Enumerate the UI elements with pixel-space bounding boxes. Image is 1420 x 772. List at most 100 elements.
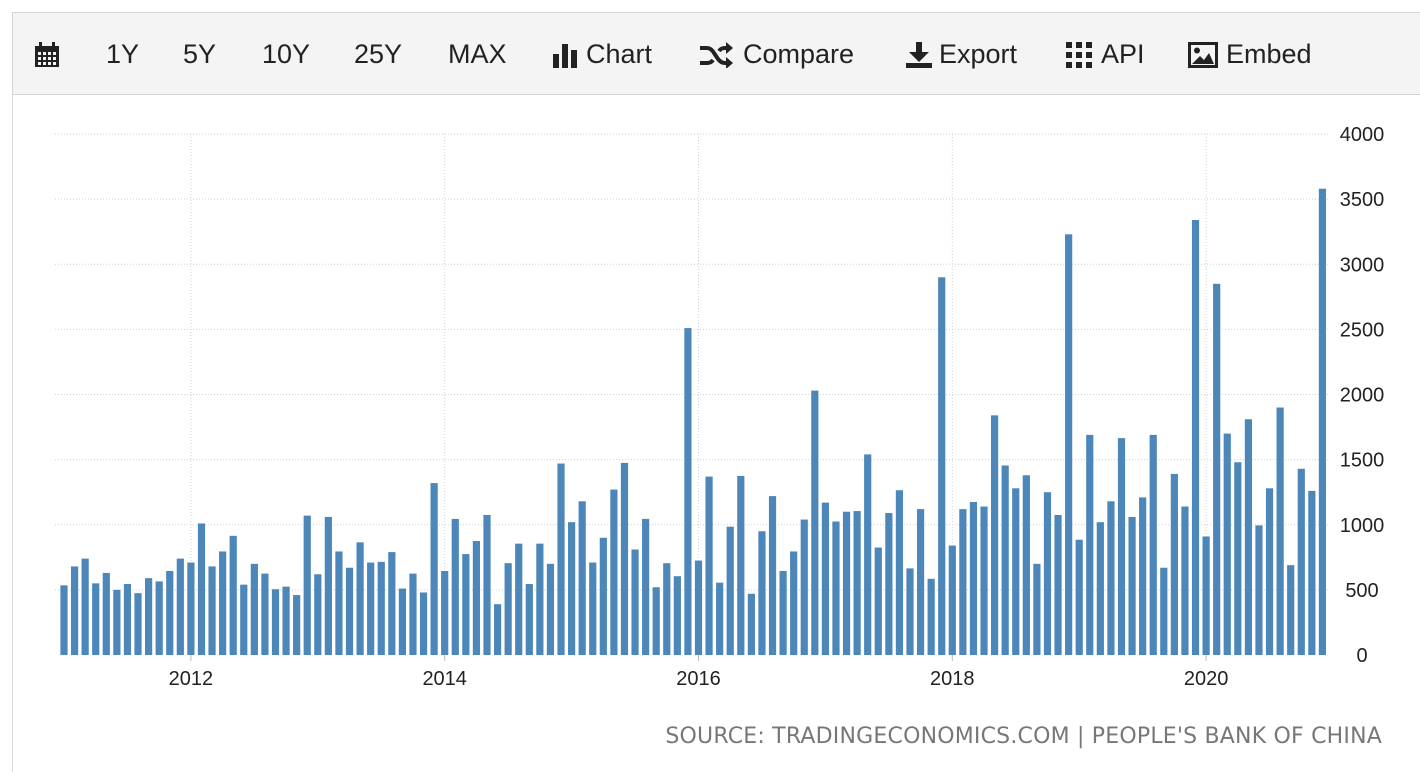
- bar[interactable]: [694, 560, 703, 655]
- bar[interactable]: [1244, 419, 1252, 655]
- bar[interactable]: [938, 277, 946, 655]
- bar[interactable]: [536, 543, 544, 655]
- bar[interactable]: [916, 509, 925, 655]
- bar[interactable]: [92, 583, 100, 655]
- bar[interactable]: [811, 390, 819, 655]
- bar[interactable]: [1139, 497, 1147, 655]
- bar[interactable]: [737, 475, 745, 655]
- bar[interactable]: [123, 584, 132, 655]
- bar[interactable]: [631, 549, 639, 656]
- range-25y-button[interactable]: 25Y: [354, 13, 402, 96]
- bar[interactable]: [578, 501, 586, 655]
- bar[interactable]: [906, 568, 914, 655]
- bar[interactable]: [430, 483, 438, 655]
- bar[interactable]: [969, 501, 978, 655]
- bar[interactable]: [705, 476, 713, 655]
- bar[interactable]: [367, 562, 375, 655]
- calendar-button[interactable]: [33, 13, 61, 96]
- bar[interactable]: [176, 558, 184, 655]
- bar[interactable]: [768, 496, 777, 655]
- bar[interactable]: [842, 511, 851, 655]
- bar[interactable]: [208, 566, 216, 655]
- bar[interactable]: [324, 516, 332, 655]
- bar[interactable]: [589, 562, 597, 655]
- bar[interactable]: [1075, 539, 1083, 655]
- bar[interactable]: [1170, 473, 1178, 655]
- bar[interactable]: [895, 490, 904, 655]
- bar[interactable]: [1223, 433, 1231, 655]
- bar[interactable]: [1022, 475, 1030, 655]
- bar[interactable]: [525, 584, 533, 655]
- bar[interactable]: [345, 567, 354, 655]
- bar[interactable]: [1181, 506, 1189, 655]
- bar[interactable]: [197, 523, 206, 655]
- bar[interactable]: [483, 514, 491, 655]
- bar[interactable]: [1308, 490, 1316, 655]
- bar[interactable]: [1234, 462, 1242, 655]
- bar[interactable]: [1001, 465, 1009, 655]
- bar[interactable]: [60, 585, 68, 655]
- bar[interactable]: [377, 561, 385, 655]
- bar[interactable]: [1202, 536, 1210, 655]
- bar[interactable]: [557, 463, 565, 655]
- bar[interactable]: [409, 573, 417, 655]
- bar[interactable]: [515, 543, 523, 655]
- bar[interactable]: [398, 588, 406, 655]
- range-5y-button[interactable]: 5Y: [183, 13, 216, 96]
- bar[interactable]: [1287, 565, 1295, 655]
- bar[interactable]: [70, 566, 79, 655]
- bar[interactable]: [462, 554, 470, 655]
- bar[interactable]: [546, 563, 555, 655]
- range-10y-button[interactable]: 10Y: [262, 13, 310, 96]
- bar[interactable]: [1128, 516, 1136, 655]
- compare-button[interactable]: Compare: [699, 13, 854, 96]
- bar[interactable]: [1054, 514, 1062, 655]
- bar[interactable]: [472, 541, 481, 655]
- bar[interactable]: [303, 515, 311, 655]
- bar[interactable]: [758, 531, 766, 655]
- bar[interactable]: [282, 586, 290, 655]
- bar[interactable]: [1265, 488, 1274, 655]
- bar[interactable]: [134, 593, 142, 655]
- bar[interactable]: [1043, 492, 1052, 655]
- bar[interactable]: [1149, 434, 1157, 655]
- bar[interactable]: [441, 570, 449, 655]
- bar[interactable]: [747, 593, 755, 655]
- bar[interactable]: [1012, 488, 1020, 655]
- bar[interactable]: [663, 563, 671, 655]
- bar[interactable]: [991, 415, 999, 655]
- bar[interactable]: [821, 502, 829, 655]
- bar[interactable]: [113, 589, 121, 656]
- bar[interactable]: [1213, 283, 1221, 655]
- bar[interactable]: [800, 519, 808, 655]
- bar[interactable]: [1096, 522, 1104, 655]
- range-1y-button[interactable]: 1Y: [106, 13, 139, 96]
- bar[interactable]: [219, 551, 227, 655]
- bar[interactable]: [1160, 567, 1168, 655]
- bar[interactable]: [1276, 407, 1284, 655]
- bar[interactable]: [684, 328, 692, 655]
- bar[interactable]: [673, 576, 681, 655]
- bar[interactable]: [716, 582, 724, 655]
- bar[interactable]: [927, 578, 935, 655]
- bar[interactable]: [493, 604, 502, 655]
- export-button[interactable]: Export: [905, 13, 1017, 96]
- bar[interactable]: [948, 545, 956, 655]
- api-button[interactable]: API: [1066, 13, 1145, 96]
- bar[interactable]: [81, 558, 89, 655]
- bar[interactable]: [1191, 219, 1200, 655]
- embed-button[interactable]: Embed: [1188, 13, 1312, 96]
- bar[interactable]: [980, 506, 988, 655]
- bar[interactable]: [261, 573, 269, 655]
- bar[interactable]: [853, 511, 861, 655]
- bar[interactable]: [187, 562, 195, 655]
- bar[interactable]: [102, 572, 110, 655]
- bar[interactable]: [229, 535, 237, 655]
- bar[interactable]: [790, 551, 798, 655]
- bar[interactable]: [568, 522, 576, 655]
- bar[interactable]: [779, 570, 787, 655]
- bar[interactable]: [864, 454, 872, 655]
- bar[interactable]: [1065, 234, 1073, 656]
- bar[interactable]: [145, 578, 153, 655]
- bar[interactable]: [388, 552, 396, 655]
